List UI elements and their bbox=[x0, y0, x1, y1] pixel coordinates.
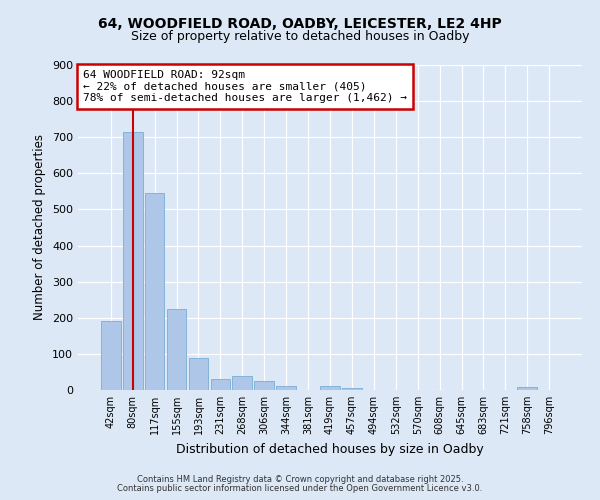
Text: Contains public sector information licensed under the Open Government Licence v3: Contains public sector information licen… bbox=[118, 484, 482, 493]
Bar bbox=[342, 388, 362, 390]
Text: 64, WOODFIELD ROAD, OADBY, LEICESTER, LE2 4HP: 64, WOODFIELD ROAD, OADBY, LEICESTER, LE… bbox=[98, 18, 502, 32]
Bar bbox=[211, 379, 230, 390]
Bar bbox=[320, 386, 340, 390]
X-axis label: Distribution of detached houses by size in Oadby: Distribution of detached houses by size … bbox=[176, 442, 484, 456]
Y-axis label: Number of detached properties: Number of detached properties bbox=[34, 134, 46, 320]
Bar bbox=[276, 386, 296, 390]
Text: Contains HM Land Registry data © Crown copyright and database right 2025.: Contains HM Land Registry data © Crown c… bbox=[137, 475, 463, 484]
Bar bbox=[145, 193, 164, 390]
Bar bbox=[188, 358, 208, 390]
Text: Size of property relative to detached houses in Oadby: Size of property relative to detached ho… bbox=[131, 30, 469, 43]
Bar bbox=[167, 308, 187, 390]
Bar bbox=[101, 322, 121, 390]
Bar bbox=[232, 376, 252, 390]
Bar bbox=[123, 132, 143, 390]
Bar bbox=[517, 387, 537, 390]
Bar bbox=[254, 381, 274, 390]
Text: 64 WOODFIELD ROAD: 92sqm
← 22% of detached houses are smaller (405)
78% of semi-: 64 WOODFIELD ROAD: 92sqm ← 22% of detach… bbox=[83, 70, 407, 103]
